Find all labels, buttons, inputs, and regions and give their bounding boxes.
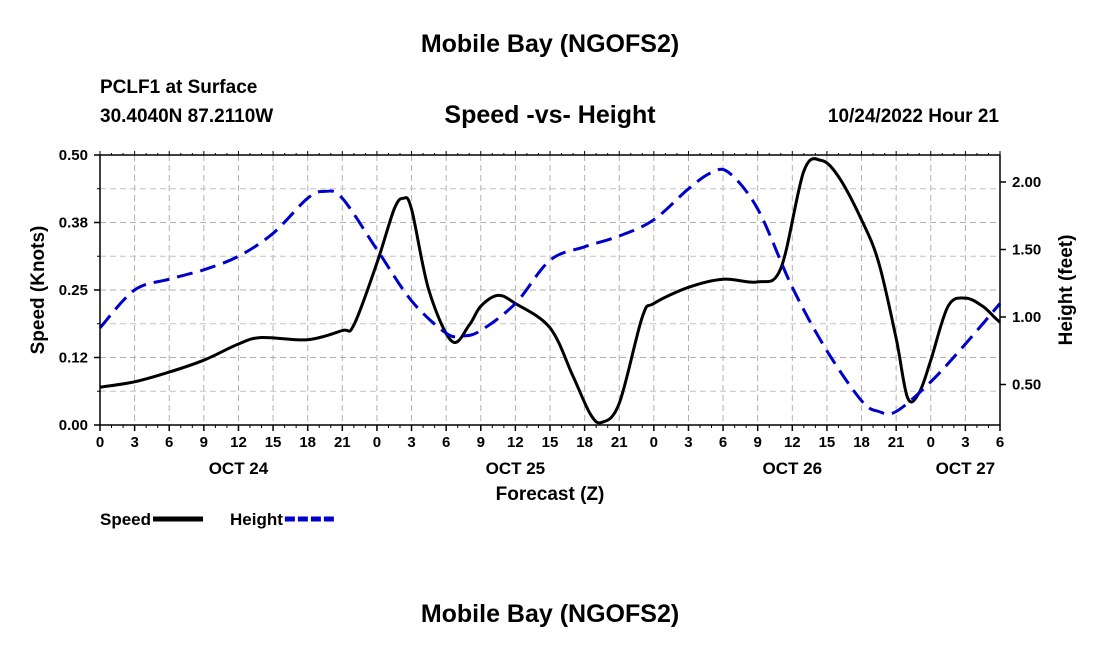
x-tick-label: 9 — [754, 434, 762, 451]
x-tick-label: 15 — [265, 434, 282, 451]
x-tick-label: 0 — [650, 434, 658, 451]
x-tick-label: 12 — [784, 434, 801, 451]
x-tick-label: 6 — [719, 434, 727, 451]
grid — [99, 154, 1001, 426]
legend: Speed Height — [100, 510, 335, 529]
x-tick-label: 6 — [996, 434, 1004, 451]
date-label: OCT 26 — [763, 459, 823, 478]
x-tick-label: 9 — [200, 434, 208, 451]
station-label: PCLF1 at Surface — [100, 77, 258, 98]
x-tick-label: 6 — [165, 434, 173, 451]
series-layer — [98, 157, 1002, 425]
x-tick-label: 0 — [96, 434, 104, 451]
chart-subtitle: Speed -vs- Height — [444, 101, 656, 129]
legend-label-speed: Speed — [100, 510, 151, 529]
x-tick-label: 21 — [611, 434, 628, 451]
y-left-tick-label: 0.38 — [59, 215, 88, 232]
speed-series-line — [99, 157, 1002, 425]
x-tick-label: 18 — [576, 434, 593, 451]
y-right-tick-label: 1.50 — [1012, 242, 1041, 259]
date-label: OCT 27 — [936, 459, 996, 478]
x-tick-label: 18 — [299, 434, 316, 451]
main-title: Mobile Bay (NGOFS2) — [420, 30, 680, 58]
legend-label-height: Height — [230, 510, 283, 529]
x-tick-label: 0 — [373, 434, 381, 451]
x-tick-label: 12 — [230, 434, 247, 451]
x-tick-label: 18 — [853, 434, 870, 451]
height-series-line — [98, 167, 1002, 416]
x-tick-label: 15 — [542, 434, 559, 451]
x-tick-label: 21 — [334, 434, 351, 451]
y-left-axis-title: Speed (Knots) — [28, 226, 49, 355]
x-tick-label: 3 — [684, 434, 692, 451]
y-right-tick-label: 1.00 — [1012, 309, 1041, 326]
speed-height-chart: 0 3 6 9 12 15 18 21 0 3 6 9 12 15 18 21 0 3 6 9 12 15 18 21 0 3 6 0… — [28, 147, 1077, 529]
y-right-axis-title: Height (feet) — [1056, 235, 1077, 346]
date-label: OCT 24 — [209, 459, 269, 478]
x-tick-label: 12 — [507, 434, 524, 451]
date-label: OCT 25 — [486, 459, 546, 478]
station-coordinates: 30.4040N 87.2110W — [100, 106, 274, 127]
x-axis-title: Forecast (Z) — [496, 484, 605, 505]
x-tick-label: 6 — [442, 434, 450, 451]
y-left-tick-label: 0.25 — [59, 282, 88, 299]
x-tick-label: 3 — [961, 434, 969, 451]
y-left-tick-label: 0.00 — [59, 417, 88, 434]
x-tick-label: 3 — [130, 434, 138, 451]
x-tick-label: 15 — [819, 434, 836, 451]
y-right-tick-label: 0.50 — [1012, 377, 1041, 394]
x-tick-label: 9 — [477, 434, 485, 451]
y-left-tick-label: 0.12 — [59, 350, 88, 367]
repeated-title: Mobile Bay (NGOFS2) — [420, 600, 680, 628]
x-tick-label: 0 — [927, 434, 935, 451]
forecast-datetime: 10/24/2022 Hour 21 — [827, 106, 999, 127]
x-tick-label: 21 — [888, 434, 905, 451]
y-left-tick-label: 0.50 — [59, 147, 88, 164]
x-tick-label: 3 — [407, 434, 415, 451]
y-right-tick-label: 2.00 — [1012, 174, 1041, 191]
axes-layer: 0 3 6 9 12 15 18 21 0 3 6 9 12 15 18 21 0 3 6 9 12 15 18 21 0 3 6 0… — [28, 147, 1077, 505]
